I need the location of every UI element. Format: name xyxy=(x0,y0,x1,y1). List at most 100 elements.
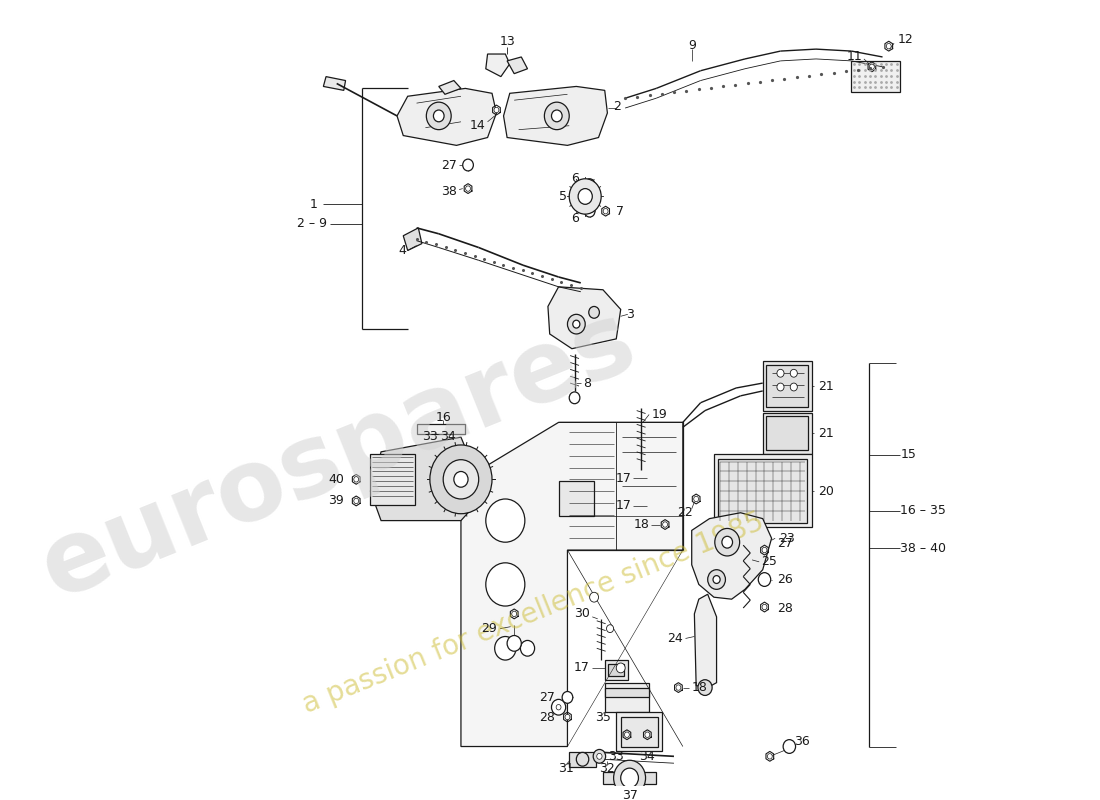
Text: 17: 17 xyxy=(574,662,590,674)
Bar xyxy=(647,497,674,518)
Circle shape xyxy=(579,189,592,204)
Text: 34: 34 xyxy=(639,750,656,763)
Text: 13: 13 xyxy=(499,34,515,48)
Text: 34: 34 xyxy=(440,430,455,442)
Text: 30: 30 xyxy=(574,607,590,621)
Polygon shape xyxy=(461,422,683,746)
Bar xyxy=(605,660,628,680)
Circle shape xyxy=(465,186,471,191)
Bar xyxy=(569,753,596,767)
Text: 11: 11 xyxy=(846,50,862,63)
Circle shape xyxy=(430,445,492,514)
Circle shape xyxy=(777,383,784,391)
Text: 17: 17 xyxy=(616,499,631,512)
Bar xyxy=(762,413,812,454)
Circle shape xyxy=(614,760,646,796)
Text: 8: 8 xyxy=(583,377,592,390)
Text: 17: 17 xyxy=(616,472,631,485)
Circle shape xyxy=(707,570,725,590)
Text: 39: 39 xyxy=(328,494,344,507)
Circle shape xyxy=(565,714,570,720)
Circle shape xyxy=(593,750,606,763)
Bar xyxy=(652,501,668,514)
Bar xyxy=(568,430,616,479)
Text: 38 – 40: 38 – 40 xyxy=(900,542,946,554)
Text: 21: 21 xyxy=(817,426,834,440)
Circle shape xyxy=(494,107,499,113)
Bar xyxy=(603,772,657,784)
Text: 38: 38 xyxy=(441,185,456,198)
Text: a passion for excellence since 1985: a passion for excellence since 1985 xyxy=(299,507,769,718)
Circle shape xyxy=(544,102,569,130)
Bar xyxy=(767,417,808,450)
Text: 28: 28 xyxy=(777,602,793,615)
Circle shape xyxy=(603,209,608,214)
Polygon shape xyxy=(371,437,474,521)
Text: 31: 31 xyxy=(558,762,573,774)
Text: 32: 32 xyxy=(600,762,615,774)
Bar xyxy=(851,61,900,92)
Circle shape xyxy=(486,563,525,606)
Circle shape xyxy=(645,732,650,738)
Bar xyxy=(647,470,674,491)
Circle shape xyxy=(869,64,874,70)
Text: 25: 25 xyxy=(761,555,777,568)
Circle shape xyxy=(713,575,721,583)
Text: 15: 15 xyxy=(900,448,916,462)
Circle shape xyxy=(715,529,739,556)
Bar xyxy=(371,454,415,505)
Circle shape xyxy=(694,496,698,502)
Circle shape xyxy=(569,392,580,404)
Text: 27: 27 xyxy=(539,691,556,704)
Text: 33: 33 xyxy=(608,750,624,763)
Text: 2 – 9: 2 – 9 xyxy=(297,218,327,230)
Circle shape xyxy=(722,536,733,548)
Circle shape xyxy=(616,663,625,673)
Text: 9: 9 xyxy=(688,38,695,52)
Polygon shape xyxy=(323,77,345,90)
Circle shape xyxy=(620,768,638,788)
Text: 37: 37 xyxy=(621,789,638,800)
Circle shape xyxy=(512,611,517,617)
Text: 16: 16 xyxy=(436,411,451,424)
Circle shape xyxy=(662,522,668,527)
Text: 24: 24 xyxy=(667,632,683,645)
Bar xyxy=(616,712,662,751)
Circle shape xyxy=(676,685,681,690)
Circle shape xyxy=(762,547,767,553)
Text: 26: 26 xyxy=(777,573,793,586)
Text: 4: 4 xyxy=(398,244,406,257)
Circle shape xyxy=(354,477,359,482)
Text: 33: 33 xyxy=(422,430,438,442)
Circle shape xyxy=(433,110,444,122)
Circle shape xyxy=(573,320,580,328)
Text: 6: 6 xyxy=(571,172,579,186)
Text: 21: 21 xyxy=(817,379,834,393)
Text: 12: 12 xyxy=(898,33,913,46)
Text: 29: 29 xyxy=(481,622,496,635)
Polygon shape xyxy=(694,594,716,687)
Circle shape xyxy=(596,754,602,759)
Circle shape xyxy=(790,383,798,391)
Polygon shape xyxy=(507,57,528,74)
Text: 22: 22 xyxy=(676,506,693,519)
Circle shape xyxy=(590,592,598,602)
Circle shape xyxy=(463,159,473,171)
Circle shape xyxy=(584,206,595,217)
Polygon shape xyxy=(692,513,771,599)
Bar xyxy=(767,366,808,406)
Bar xyxy=(559,482,594,516)
Bar xyxy=(762,362,812,410)
Bar xyxy=(417,424,465,434)
Text: eurospares: eurospares xyxy=(28,292,650,619)
Circle shape xyxy=(551,699,565,715)
Circle shape xyxy=(486,499,525,542)
Bar xyxy=(620,430,679,474)
Circle shape xyxy=(606,625,614,633)
Text: 27: 27 xyxy=(777,537,793,550)
Text: 6: 6 xyxy=(571,211,579,225)
Polygon shape xyxy=(439,81,461,94)
Text: 40: 40 xyxy=(328,473,344,486)
Text: 35: 35 xyxy=(595,710,610,723)
Polygon shape xyxy=(548,287,620,349)
